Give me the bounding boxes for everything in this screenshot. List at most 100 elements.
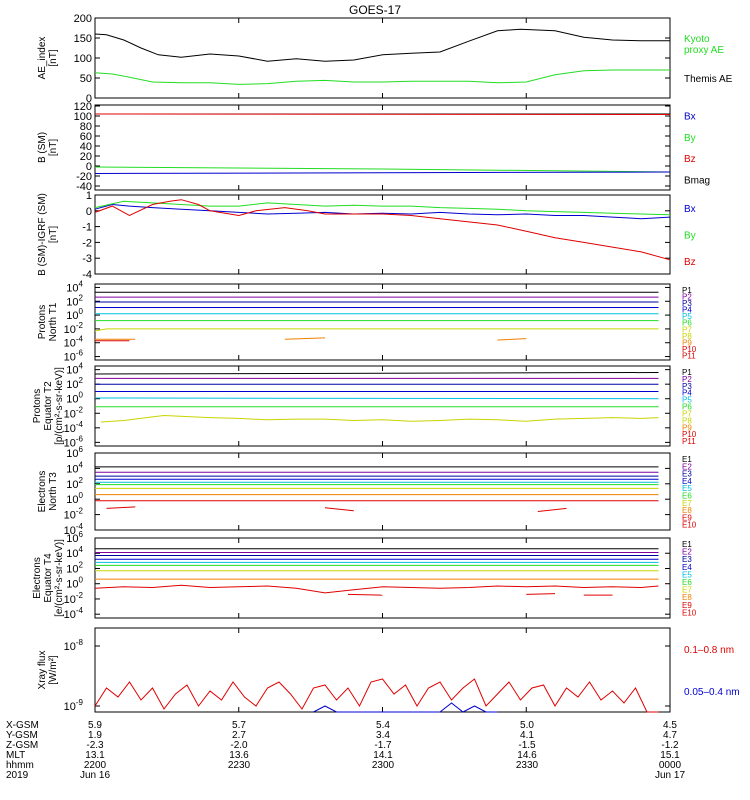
panel-frame (94, 104, 671, 191)
y-tick-label: -4 (82, 269, 92, 281)
y-tick-label: 104 (66, 279, 83, 294)
legend-entry: E9 (682, 513, 692, 522)
legend-entry: E3 (682, 470, 692, 479)
y-tick-label: 10-4 (64, 606, 84, 621)
legend-entry: E10 (682, 608, 697, 617)
legend-entry: P5 (682, 312, 692, 321)
series-e10 (324, 507, 354, 512)
ephem-value: 2300 (372, 760, 395, 771)
legend-entry: P3 (682, 382, 692, 391)
y-axis-label: B (SM)-IGRF (SM)[nT] (37, 193, 59, 276)
y-tick-label: -2 (82, 237, 92, 249)
y-tick-label: 102 (66, 293, 83, 308)
legend-entry: Bz (684, 154, 696, 165)
y-tick-label: 50 (80, 73, 92, 85)
legend-entry: E8 (682, 506, 692, 515)
legend-entry: E2 (682, 548, 692, 557)
legend-entry: P7 (682, 325, 692, 334)
ephem-row-label: X-GSM (6, 720, 39, 731)
ephem-value: 13.6 (229, 750, 249, 761)
ephem-value: 1.9 (88, 730, 102, 741)
y-axis-label: Xray flux[W/m²] (37, 651, 59, 690)
legend-entry: Bmag (684, 175, 710, 186)
panel-frame (94, 17, 671, 99)
y-tick-label: 102 (66, 376, 83, 391)
legend-entry: 0.1–0.8 nm (684, 645, 734, 656)
legend-entry: E7 (682, 586, 692, 595)
series-by (94, 166, 671, 173)
y-tick-label: 10-9 (64, 698, 84, 713)
series-e9 (94, 584, 659, 594)
y-axis-label: ProtonsNorth T1 (37, 302, 59, 341)
legend-entry: By (684, 231, 696, 242)
ephem-value: 2200 (84, 760, 107, 771)
series-e10 (106, 506, 136, 509)
legend-entry: P10 (682, 345, 697, 354)
y-tick-label: 120 (74, 101, 92, 113)
plot-title: GOES-17 (349, 3, 401, 17)
y-tick-label: 0 (86, 206, 92, 218)
ephem-value: 14.6 (517, 750, 537, 761)
legend-entry: P6 (682, 403, 692, 412)
y-tick-label: 10-2 (64, 321, 84, 336)
legend-entry: P10 (682, 430, 697, 439)
legend-entry: P1 (682, 368, 692, 377)
legend-entry: P2 (682, 375, 692, 384)
legend-entry: P1 (682, 286, 692, 295)
panel-db: -4 -3 -2 -1 0 1 B (SM)-IGRF (SM)[nT] Bx By Bz (37, 190, 696, 281)
series-p5 (94, 397, 659, 400)
series-p7 (100, 414, 659, 423)
legend-entry: 0.05–0.4 nm (684, 687, 740, 698)
y-tick-label: 80 (80, 121, 92, 133)
legend-entry: P5 (682, 396, 692, 405)
y-tick-label: 106 (66, 530, 83, 545)
y-tick-label: -1 (82, 222, 92, 234)
legend-entry: E2 (682, 462, 692, 471)
series-p1 (94, 372, 659, 375)
legend-entry: E5 (682, 570, 692, 579)
series-e10 (526, 593, 556, 595)
legend-entry: E5 (682, 484, 692, 493)
series-e10 (347, 593, 383, 596)
y-tick-label: 102 (66, 560, 83, 575)
legend-entry: P9 (682, 423, 692, 432)
y-tick-label: 104 (66, 545, 83, 560)
ephem-value: 0000 (659, 760, 682, 771)
ephem-value: -1.2 (661, 740, 679, 751)
y-tick-label: 106 (66, 445, 83, 460)
y-tick-label: 10-4 (64, 335, 84, 350)
legend-entry: P11 (682, 437, 696, 446)
ephem-value: 2230 (228, 760, 251, 771)
ephem-value: 2.7 (232, 730, 246, 741)
y-axis-label: AE_index[nT] (37, 37, 59, 80)
legend-entry: P8 (682, 332, 692, 341)
panel-xray: 10-9 10-8 Xray flux[W/m²] 0.1–0.8 nm 0.05–0.… (37, 627, 740, 713)
legend-entry: E10 (682, 521, 697, 530)
ephem-value: Jun 17 (655, 770, 685, 781)
series-bx (94, 203, 671, 220)
ephem-value: -1.5 (518, 740, 536, 751)
y-tick-label: 40 (80, 141, 92, 153)
ephem-value: -2.3 (86, 740, 104, 751)
y-tick-label: 10-8 (64, 638, 84, 653)
y-axis-label: ElectronsNorth T3 (37, 471, 59, 513)
legend-entry: P4 (682, 306, 692, 315)
y-axis-label: ElectronsEquator T4[e/(cm²-s-sr-keV)] (32, 539, 65, 617)
ephem-value: -2.0 (230, 740, 248, 751)
y-tick-label: 100 (74, 53, 92, 65)
series-by (94, 200, 671, 216)
legend-entry: E8 (682, 593, 692, 602)
series-p7 (94, 328, 659, 332)
ephem-row-label: Z-GSM (6, 740, 38, 751)
legend-entry: Bx (684, 204, 696, 215)
ephem-value: 4.1 (520, 730, 534, 741)
legend-entry: E6 (682, 492, 692, 501)
y-tick-label: 20 (80, 151, 92, 163)
y-axis-label: B (SM)[nT] (37, 132, 59, 163)
legend-entry: P3 (682, 299, 692, 308)
